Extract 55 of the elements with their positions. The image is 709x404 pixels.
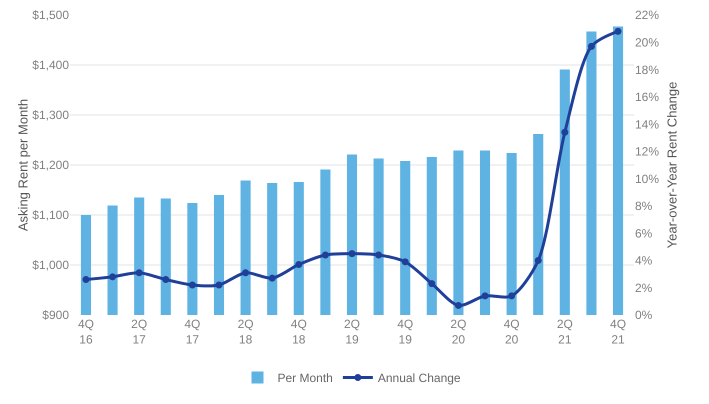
y2-tick-label: 10% [635, 172, 660, 186]
point [402, 258, 409, 266]
point [162, 276, 170, 284]
y-tick-label: $1,400 [32, 58, 70, 72]
point [295, 261, 302, 268]
y2-tick-label: 22% [635, 8, 660, 22]
x-tick-label: 2Q 20 [450, 317, 466, 347]
x-tick-label: 4Q 19 [397, 317, 414, 347]
x-tick-label: 4Q 20 [504, 317, 520, 347]
point [588, 42, 595, 50]
y2-tick-label: 12% [635, 144, 660, 159]
y-tick-label: $1,000 [32, 258, 70, 272]
legend-label: Annual Change [378, 371, 461, 386]
point [614, 28, 622, 35]
point [348, 250, 356, 258]
point [136, 269, 143, 276]
y-tick-label: $1,200 [32, 158, 70, 172]
point [215, 282, 222, 288]
x-tick-label: 4Q 16 [78, 317, 94, 347]
y2-tick-label: 20% [635, 35, 660, 50]
point [534, 256, 542, 264]
point [561, 128, 568, 136]
y2-tick-label: 14% [635, 117, 660, 132]
y2-tick-label: 16% [635, 90, 660, 104]
point [322, 252, 329, 258]
y2-tick-label: 8% [635, 199, 653, 214]
y2-tick-label: 18% [635, 62, 660, 77]
point [454, 302, 462, 309]
x-tick-label: 2Q 21 [556, 317, 573, 347]
x-tick-label: 4Q 18 [290, 317, 307, 347]
y2-tick-label: 4% [635, 254, 653, 268]
y-tick-label: $900 [42, 308, 70, 322]
point [482, 292, 489, 300]
x-tick-label: 4Q 21 [610, 317, 626, 347]
y2-tick-label: 6% [635, 226, 653, 240]
x-tick-label: 2Q 17 [131, 317, 148, 347]
y-tick-label: $1,300 [32, 108, 70, 122]
x-tick-label: 2Q 18 [238, 317, 254, 347]
x-tick-label: 2Q 19 [344, 317, 360, 347]
y-axis-title: Asking Rent per Month [15, 98, 30, 232]
point [375, 252, 382, 258]
legend-label: Per Month [278, 371, 333, 386]
point [82, 276, 90, 284]
y-tick-label: $1,500 [32, 8, 70, 22]
y2-axis-title: Year-over-Year Rent Change [664, 82, 680, 248]
x-tick-label: 4Q 17 [184, 317, 200, 347]
point [428, 280, 436, 288]
point [508, 292, 516, 300]
point [268, 274, 276, 282]
y2-tick-label: 2% [635, 280, 653, 295]
y-tick-label: $1,100 [32, 208, 70, 222]
point [188, 282, 196, 288]
point [109, 273, 116, 280]
point [242, 269, 250, 276]
y2-tick-label: 0% [635, 308, 653, 322]
